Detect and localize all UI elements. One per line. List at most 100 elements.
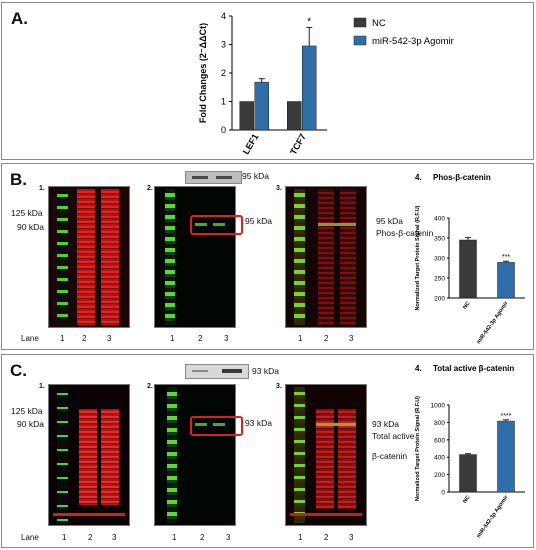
blot-1-number: 1. <box>39 383 45 390</box>
y-tick-label: 400 <box>434 455 445 462</box>
panel-a-label: A. <box>11 9 28 28</box>
y-tick-label: 4 <box>221 11 226 21</box>
lane-3-label: 3 <box>224 334 229 343</box>
y-tick-label: 400 <box>434 216 445 223</box>
ladder-lane <box>165 189 175 325</box>
blot-2-kda-label: 93 kDa <box>245 418 272 428</box>
bar-tcf7-nc <box>287 101 302 131</box>
lane-3-label: 3 <box>349 533 354 542</box>
western-blot-1 <box>48 384 130 526</box>
lane-2-label: 2 <box>88 533 93 542</box>
blot-2-number: 2. <box>147 185 153 192</box>
bar-lef1-nc <box>239 101 254 131</box>
mw-marker-125: 125 kDa <box>11 406 43 416</box>
x-tick-label: TCF7 <box>288 132 308 156</box>
western-blot-3 <box>285 186 367 328</box>
mw-marker-125: 125 kDa <box>11 208 43 218</box>
ladder-lane <box>57 387 68 523</box>
y-tick-label: 600 <box>434 437 445 444</box>
inset-kda-label: 95 kDa <box>242 171 269 181</box>
sample-lane-3 <box>340 189 356 325</box>
lane-2-label: 2 <box>82 334 87 343</box>
x-tick-label: NC <box>462 301 471 311</box>
lane-1-label: 1 <box>170 334 175 343</box>
panel-a: A. 0 1 2 3 4 Fold Changes (2⁻ΔΔCt) LEF1 TCF7 * NC… <box>1 2 534 160</box>
y-axis-label: Fold Changes (2⁻ΔΔCt) <box>198 23 208 123</box>
ladder-lane <box>294 189 305 325</box>
mw-marker-90: 90 kDa <box>17 222 44 232</box>
inset-band-strip <box>185 364 249 379</box>
lane-2-label: 2 <box>324 533 329 542</box>
lane-3-label: 3 <box>112 533 117 542</box>
bar-lef1-agomir <box>254 81 269 131</box>
qpcr-fold-change-chart: 0 1 2 3 4 Fold Changes (2⁻ΔΔCt) LEF1 TCF7 * NC miR… <box>198 11 454 156</box>
sample-lane-2 <box>79 409 97 505</box>
bar-tcf7-agomir <box>302 45 317 131</box>
target-band-lane-2 <box>195 223 207 226</box>
inset-kda-label: 93 kDa <box>252 366 279 376</box>
y-tick-label: 250 <box>434 276 445 283</box>
phos-beta-catenin-chart: 4. Phos-β-catenin 200 250 300 350 400 Normalize… <box>415 173 525 345</box>
y-tick-label: 1000 <box>431 403 446 410</box>
blot-3-kda-label: 95 kDa <box>376 216 403 226</box>
legend-swatch-nc <box>353 17 367 28</box>
lane-3-label: 3 <box>349 334 354 343</box>
western-blot-3 <box>285 384 367 526</box>
inset-band-strip <box>185 171 242 184</box>
blot-3-kda-label: 93 kDa <box>372 419 399 429</box>
y-tick-label: 0 <box>441 490 445 497</box>
lane-title: Lane <box>21 533 39 542</box>
sample-lane-2 <box>318 189 334 325</box>
ladder-lane <box>57 189 68 325</box>
lane-3-label: 3 <box>107 334 112 343</box>
panel-b: B. 1. 125 kDa 90 kDa 95 kDa 2. 95 kDa 3.… <box>1 163 534 350</box>
ladder-lane <box>167 387 177 523</box>
sample-lane-3 <box>338 409 356 509</box>
target-band-lane-3 <box>213 223 225 226</box>
lane-1-label: 1 <box>298 533 303 542</box>
legend-label-nc: NC <box>372 18 386 29</box>
y-tick-label: 3 <box>221 40 226 50</box>
lane-1-label: 1 <box>298 334 303 343</box>
bar-nc <box>459 239 477 299</box>
legend-label-agomir: miR-542-3p Agomir <box>372 36 454 47</box>
chart-sub-number: 4. <box>415 173 422 182</box>
significance-mark: **** <box>501 413 512 420</box>
y-axis-label: Normalized Target Protein Signal (R.F.U) <box>415 205 421 310</box>
y-tick-label: 200 <box>434 296 445 303</box>
lane-2-label: 2 <box>324 334 329 343</box>
y-tick-label: 2 <box>221 68 226 78</box>
y-tick-label: 350 <box>434 236 445 243</box>
lane-title: Lane <box>21 334 39 343</box>
bar-agomir <box>497 420 515 493</box>
panel-c: C. 1. 125 kDa 90 kDa 93 kDa 2. 93 kDa 3.… <box>1 354 534 548</box>
x-tick-label: LEF1 <box>241 132 261 156</box>
western-blot-1 <box>48 186 130 328</box>
significance-mark: *** <box>502 254 510 261</box>
x-tick-label: miR-542-3p Agomir <box>476 300 510 345</box>
y-tick-label: 200 <box>434 472 445 479</box>
y-axis-label: Normalized Target Protein Signal (R.F.U) <box>415 396 421 501</box>
lane-1-label: 1 <box>62 533 67 542</box>
y-tick-label: 800 <box>434 420 445 427</box>
sample-lane-3 <box>101 409 119 505</box>
target-band-lane-3 <box>213 423 225 426</box>
blot-3-target-label: Phos-β-catenin <box>376 228 434 238</box>
bar-agomir <box>497 262 515 299</box>
blot-3-number: 3. <box>276 185 282 192</box>
legend-swatch-agomir <box>353 35 367 46</box>
x-tick-label: miR-542-3p Agomir <box>476 494 510 539</box>
sample-lane-3 <box>101 189 119 325</box>
lane-3-label: 3 <box>226 533 231 542</box>
x-tick-label: NC <box>462 495 471 505</box>
lane-1-label: 1 <box>172 533 177 542</box>
lane-1-label: 1 <box>60 334 65 343</box>
chart-title: Phos-β-catenin <box>433 173 491 182</box>
lane-2-label: 2 <box>200 533 205 542</box>
blot-3-target-label-line1: Total active <box>372 431 415 441</box>
bar-nc <box>459 454 477 493</box>
mw-marker-90: 90 kDa <box>17 419 44 429</box>
significance-mark: * <box>307 16 311 27</box>
sample-lane-2 <box>316 409 334 509</box>
y-tick-label: 1 <box>221 97 226 107</box>
